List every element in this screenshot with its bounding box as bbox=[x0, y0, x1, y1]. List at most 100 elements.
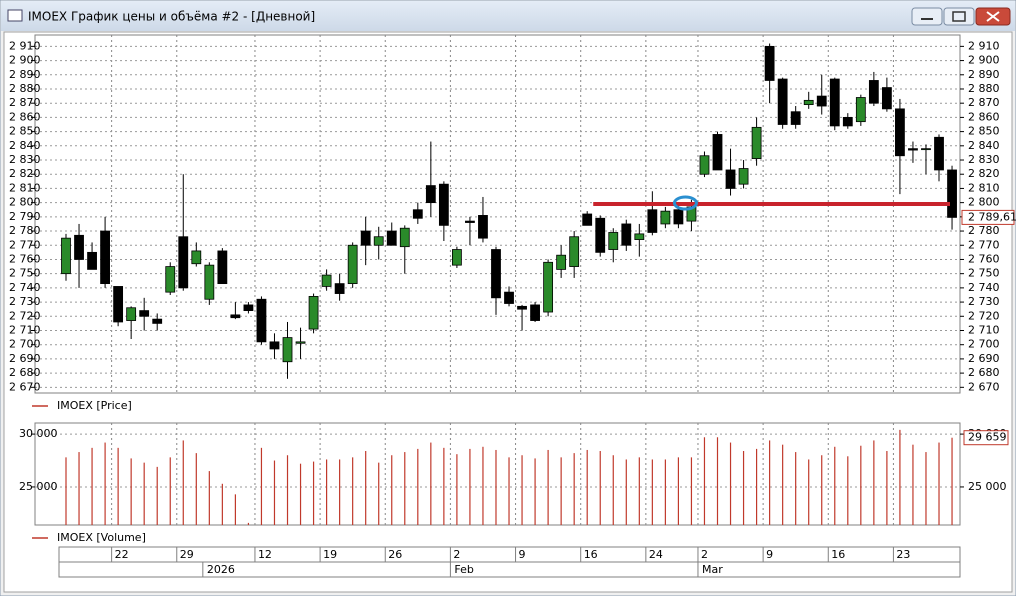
last-value-box bbox=[961, 209, 1015, 225]
candle-body bbox=[816, 95, 827, 107]
y2-tick-label: 2 670 bbox=[968, 380, 1000, 393]
x-tick-label: 16 bbox=[584, 548, 598, 561]
legend-label: IMOEX [Volume] bbox=[57, 531, 146, 544]
y2-tick-label: 2 820 bbox=[968, 167, 1000, 180]
highlight-marker bbox=[672, 195, 698, 211]
candle-body bbox=[699, 155, 710, 175]
candle-body bbox=[660, 210, 671, 225]
candle-body bbox=[360, 230, 371, 246]
window-title: IMOEX График цены и объёма #2 - [Дневной… bbox=[28, 10, 315, 24]
y-tick-label: 2 880 bbox=[9, 82, 41, 95]
candle-body bbox=[595, 217, 606, 253]
candle-body bbox=[673, 209, 684, 225]
candle-body bbox=[582, 213, 593, 226]
month-label: Mar bbox=[702, 563, 723, 576]
y-tick-label: 2 870 bbox=[9, 96, 41, 109]
candle-body bbox=[738, 168, 749, 185]
candle-body bbox=[126, 307, 137, 321]
y-tick-label: 2 780 bbox=[9, 224, 41, 237]
minimize-button[interactable] bbox=[911, 7, 943, 26]
y-tick-label: 2 750 bbox=[9, 267, 41, 280]
candle-body bbox=[868, 80, 879, 104]
y-tick-label: 2 670 bbox=[9, 380, 41, 393]
maximize-button[interactable] bbox=[943, 7, 975, 26]
candle-body bbox=[569, 236, 580, 267]
y-tick-label: 2 820 bbox=[9, 167, 41, 180]
candle-body bbox=[230, 314, 241, 319]
y2-tick-label: 25 000 bbox=[968, 480, 1007, 493]
y-tick-label: 2 910 bbox=[9, 39, 41, 52]
y-tick-label: 2 840 bbox=[9, 139, 41, 152]
candle-body bbox=[61, 237, 71, 275]
y2-tick-label: 2 680 bbox=[968, 366, 1000, 379]
y-tick-label: 2 850 bbox=[9, 125, 41, 138]
legend-label: IMOEX [Price] bbox=[57, 399, 132, 412]
candle-body bbox=[855, 97, 866, 123]
y2-tick-label: 2 900 bbox=[968, 54, 1000, 67]
y2-tick-label: 2 740 bbox=[968, 281, 1000, 294]
x-tick-label: 26 bbox=[388, 548, 402, 561]
y2-tick-label: 2 730 bbox=[968, 295, 1000, 308]
maximize-icon bbox=[952, 11, 966, 22]
candle-body bbox=[165, 266, 176, 293]
candle-body bbox=[504, 291, 514, 304]
y-tick-label: 2 810 bbox=[9, 181, 41, 194]
candle-body bbox=[921, 148, 931, 151]
candle-body bbox=[386, 230, 397, 246]
y2-tick-label: 2 780 bbox=[968, 224, 1000, 237]
candle-body bbox=[790, 111, 801, 125]
candle-body bbox=[373, 236, 384, 246]
y2-tick-label: 2 710 bbox=[968, 323, 1000, 336]
y2-tick-label: 2 750 bbox=[968, 267, 1000, 280]
candle-body bbox=[881, 87, 892, 110]
y-tick-label: 2 730 bbox=[9, 295, 41, 308]
y2-tick-label: 2 910 bbox=[968, 39, 1000, 52]
candle-body bbox=[634, 233, 645, 240]
candle-body bbox=[608, 232, 619, 250]
candle-body bbox=[269, 341, 280, 350]
last-value-label: 29 659 bbox=[968, 431, 1007, 444]
y-tick-label: 30 000 bbox=[19, 427, 58, 440]
candle-body bbox=[777, 78, 788, 125]
candle-body bbox=[74, 234, 84, 260]
x-tick-label: 9 bbox=[766, 548, 773, 561]
y2-tick-label: 2 880 bbox=[968, 82, 1000, 95]
candle-body bbox=[621, 223, 632, 246]
y-tick-label: 2 860 bbox=[9, 110, 41, 123]
y-tick-label: 2 700 bbox=[9, 338, 41, 351]
y2-tick-label: 2 840 bbox=[968, 139, 1000, 152]
candle-body bbox=[282, 337, 293, 363]
candle-body bbox=[803, 99, 814, 106]
candle-body bbox=[543, 261, 554, 313]
candle-body bbox=[530, 304, 540, 321]
candle-body bbox=[412, 209, 423, 219]
plot-frame bbox=[34, 34, 961, 394]
y-tick-label: 2 900 bbox=[9, 54, 41, 67]
y-tick-label: 25 000 bbox=[19, 480, 58, 493]
candle-body bbox=[725, 169, 736, 189]
y-tick-label: 2 830 bbox=[9, 153, 41, 166]
last-value-box bbox=[963, 430, 1009, 446]
candle-body bbox=[647, 209, 658, 233]
candle-body bbox=[308, 295, 319, 330]
x-tick-label: 2 bbox=[453, 548, 460, 561]
month-label: 2026 bbox=[207, 563, 235, 576]
candle-body bbox=[947, 169, 957, 218]
title-bar bbox=[1, 1, 1015, 31]
close-icon bbox=[986, 11, 1000, 22]
y-tick-label: 2 710 bbox=[9, 323, 41, 336]
x-tick-label: 23 bbox=[896, 548, 910, 561]
last-value-label: 2 789,61 bbox=[968, 210, 1016, 223]
candle-body bbox=[465, 220, 475, 223]
candle-body bbox=[256, 298, 267, 343]
plot-frame bbox=[34, 422, 961, 526]
candle-body bbox=[321, 274, 332, 287]
y2-tick-label: 2 770 bbox=[968, 238, 1000, 251]
candle-body bbox=[451, 249, 462, 266]
candle-body bbox=[751, 126, 762, 159]
y2-tick-label: 2 810 bbox=[968, 181, 1000, 194]
x-tick-label: 12 bbox=[258, 548, 272, 561]
y2-tick-label: 2 690 bbox=[968, 352, 1000, 365]
